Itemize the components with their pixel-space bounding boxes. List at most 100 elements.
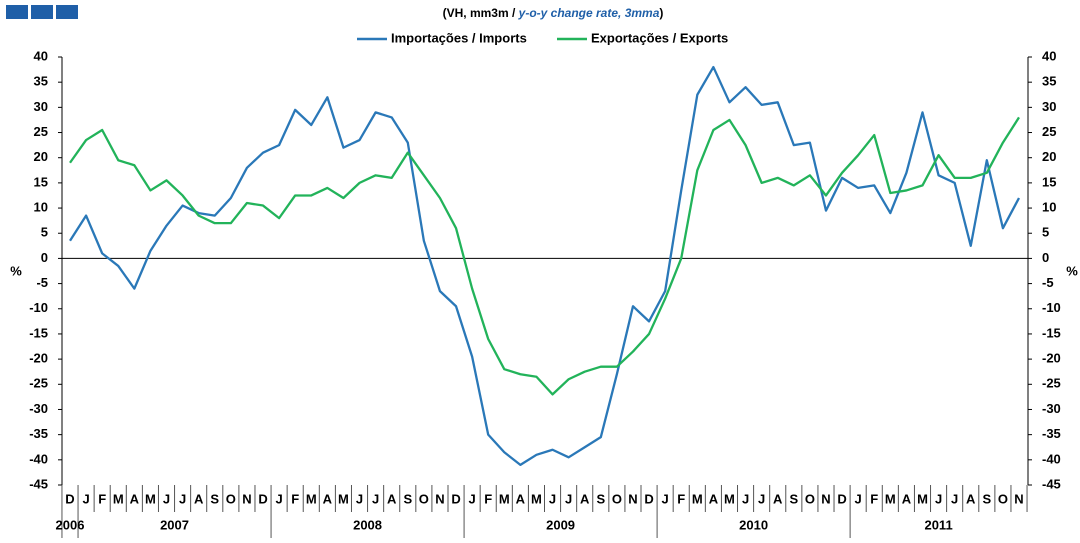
y2-tick-label: 20 — [1042, 149, 1056, 164]
y2-tick-label: 5 — [1042, 225, 1049, 240]
x-tick-label: M — [499, 491, 510, 506]
logo-block — [31, 5, 53, 19]
y-tick-label: 5 — [41, 225, 48, 240]
x-tick-label: J — [662, 491, 669, 506]
x-tick-label: N — [242, 491, 251, 506]
y2-tick-label: 25 — [1042, 124, 1056, 139]
x-tick-label: J — [951, 491, 958, 506]
x-tick-label: A — [516, 491, 526, 506]
x-tick-label: J — [758, 491, 765, 506]
x-tick-label: S — [982, 491, 991, 506]
x-tick-label: N — [628, 491, 637, 506]
x-tick-label: J — [565, 491, 572, 506]
x-tick-label: J — [275, 491, 282, 506]
x-tick-label: A — [966, 491, 976, 506]
x-tick-label: N — [435, 491, 444, 506]
x-tick-label: M — [531, 491, 542, 506]
x-tick-label: F — [484, 491, 492, 506]
y2-tick-label: 15 — [1042, 174, 1056, 189]
x-tick-label: J — [163, 491, 170, 506]
x-tick-label: A — [580, 491, 590, 506]
y2-tick-label: 35 — [1042, 74, 1056, 89]
y-tick-label: 40 — [34, 48, 48, 63]
year-label: 2011 — [924, 517, 952, 532]
title-emphasis: y-o-y change rate, 3mma — [518, 6, 660, 20]
x-tick-label: D — [65, 491, 74, 506]
y-tick-label: 15 — [34, 174, 48, 189]
y2-tick-label: -45 — [1042, 476, 1061, 491]
x-tick-label: J — [82, 491, 89, 506]
logo-block — [56, 5, 78, 19]
year-label: 2006 — [56, 517, 85, 532]
y-tick-label: -35 — [29, 426, 48, 441]
x-tick-label: F — [291, 491, 299, 506]
x-tick-label: J — [372, 491, 379, 506]
x-tick-label: A — [709, 491, 719, 506]
y-tick-label: -20 — [29, 351, 48, 366]
x-tick-label: S — [210, 491, 219, 506]
x-tick-label: M — [692, 491, 703, 506]
y2-tick-label: -35 — [1042, 426, 1061, 441]
logo-block — [6, 5, 28, 19]
legend-label: Importações / Imports — [391, 30, 527, 45]
x-tick-label: A — [387, 491, 397, 506]
y-tick-label: -30 — [29, 401, 48, 416]
x-tick-label: J — [935, 491, 942, 506]
series-line — [69, 116, 1020, 396]
y2-tick-label: 0 — [1042, 250, 1049, 265]
y-tick-label: 0 — [41, 250, 48, 265]
y2-tick-label: 30 — [1042, 99, 1056, 114]
x-tick-label: N — [1014, 491, 1023, 506]
x-tick-label: O — [998, 491, 1008, 506]
x-tick-label: F — [677, 491, 685, 506]
x-tick-label: D — [837, 491, 846, 506]
y-tick-label: 25 — [34, 124, 48, 139]
x-tick-label: O — [612, 491, 622, 506]
x-tick-label: J — [855, 491, 862, 506]
x-tick-label: A — [130, 491, 140, 506]
y-tick-label: -15 — [29, 325, 48, 340]
x-tick-label: F — [870, 491, 878, 506]
title-part: ) — [659, 6, 663, 20]
y2-tick-label: 40 — [1042, 48, 1056, 63]
x-tick-label: S — [596, 491, 605, 506]
year-label: 2008 — [353, 517, 382, 532]
y2-tick-label: -40 — [1042, 451, 1061, 466]
x-tick-label: N — [821, 491, 830, 506]
y2-tick-label: -5 — [1042, 275, 1054, 290]
y-tick-label: 20 — [34, 149, 48, 164]
x-tick-label: J — [356, 491, 363, 506]
y2-tick-label: -20 — [1042, 351, 1061, 366]
series-line — [69, 65, 1021, 467]
y-tick-label: 10 — [34, 199, 48, 214]
chart-title: (VH, mm3m / y-o-y change rate, 3mma) — [443, 6, 664, 20]
x-tick-label: M — [145, 491, 156, 506]
x-tick-label: J — [179, 491, 186, 506]
x-tick-label: S — [403, 491, 412, 506]
x-tick-label: O — [226, 491, 236, 506]
x-tick-label: J — [469, 491, 476, 506]
y2-tick-label: -15 — [1042, 325, 1061, 340]
y2-tick-label: -25 — [1042, 376, 1061, 391]
legend-label: Exportações / Exports — [591, 30, 728, 45]
y2-axis-label: % — [1066, 263, 1078, 278]
y-tick-label: -10 — [29, 300, 48, 315]
y-tick-label: -25 — [29, 376, 48, 391]
x-tick-label: S — [789, 491, 798, 506]
x-tick-label: A — [902, 491, 912, 506]
x-tick-label: D — [644, 491, 653, 506]
y-axis-label: % — [10, 263, 22, 278]
y2-tick-label: -30 — [1042, 401, 1061, 416]
year-label: 2010 — [739, 517, 768, 532]
y2-tick-label: -10 — [1042, 300, 1061, 315]
x-tick-label: M — [885, 491, 896, 506]
x-tick-label: M — [306, 491, 317, 506]
x-tick-label: A — [194, 491, 204, 506]
y-tick-label: -45 — [29, 476, 48, 491]
x-tick-label: M — [113, 491, 124, 506]
x-tick-label: M — [917, 491, 928, 506]
year-label: 2009 — [546, 517, 575, 532]
y-tick-label: 30 — [34, 99, 48, 114]
x-tick-label: O — [805, 491, 815, 506]
